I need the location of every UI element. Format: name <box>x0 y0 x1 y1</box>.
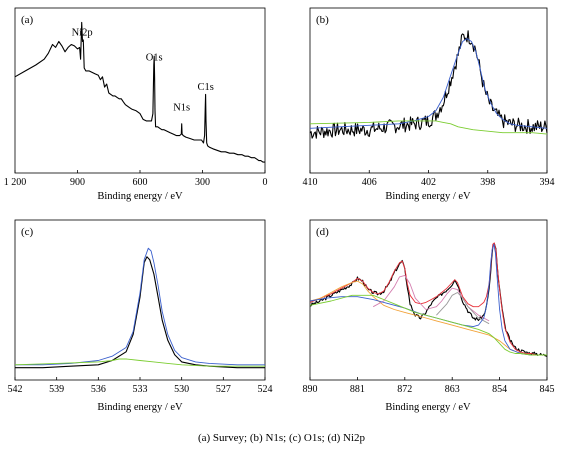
series-c-envelope <box>15 247 265 366</box>
series-a-measured <box>14 21 265 163</box>
series-d-envelope <box>309 243 547 356</box>
series-group-c <box>14 247 265 369</box>
x-tick-label-c-3: 533 <box>133 384 148 395</box>
series-d-fit_red <box>309 242 547 356</box>
x-tick-label-a-1: 900 <box>70 177 85 188</box>
series-c-background <box>14 358 265 367</box>
series-d-fit_orange <box>309 280 547 356</box>
plot-frame-b <box>309 7 548 174</box>
peak-label-0: Ni2p <box>72 28 93 39</box>
x-ticks-c: 542 539 536 533 530 527 524 <box>8 377 273 395</box>
x-tick-label-b-2: 402 <box>421 177 436 188</box>
series-c-measured <box>15 256 265 369</box>
panel-a-survey: (a) 1 200 900 600 300 0 Ni2p O1s N1s C1s Bindin… <box>4 7 268 202</box>
series-d-measured <box>310 243 548 357</box>
x-tick-label-d-4: 854 <box>492 384 507 395</box>
x-axis-title-c: Binding energy / eV <box>97 402 183 413</box>
panel-b-n1s: (b) 410 406 402 398 394 Binding energy / eV <box>303 7 555 202</box>
x-tick-label-c-2: 536 <box>91 384 106 395</box>
x-axis-title-a: Binding energy / eV <box>97 191 183 202</box>
x-tick-label-c-4: 530 <box>174 384 189 395</box>
x-tick-label-c-6: 524 <box>258 384 273 395</box>
x-tick-label-b-1: 406 <box>362 177 377 188</box>
x-tick-label-a-0: 1 200 <box>4 177 27 188</box>
x-tick-label-a-4: 0 <box>263 177 268 188</box>
x-tick-label-c-1: 539 <box>49 384 64 395</box>
x-tick-label-d-1: 881 <box>350 384 365 395</box>
panel-label-c: (c) <box>21 226 34 238</box>
x-tick-label-b-0: 410 <box>303 177 318 188</box>
panel-label-a: (a) <box>21 14 34 26</box>
panel-label-d: (d) <box>316 226 329 238</box>
plot-frame-d <box>309 219 548 381</box>
panel-d-ni2p: (d) 890 881 872 863 854 845 Binding energy / … <box>303 219 555 413</box>
peak-label-3: C1s <box>197 82 213 93</box>
series-group-b <box>309 30 548 139</box>
x-tick-label-c-0: 542 <box>8 384 23 395</box>
annotations-a: Ni2p O1s N1s C1s <box>72 28 214 114</box>
series-group-a <box>14 21 265 163</box>
peak-label-1: O1s <box>146 53 163 64</box>
x-tick-label-d-3: 863 <box>445 384 460 395</box>
series-d-background <box>309 294 547 356</box>
x-axis-title-d: Binding energy / eV <box>385 402 471 413</box>
x-tick-label-a-2: 600 <box>133 177 148 188</box>
x-axis-title-b: Binding energy / eV <box>385 191 471 202</box>
panel-c-o1s: (c) 542 539 536 533 530 527 524 Binding energy… <box>8 219 273 413</box>
series-b-envelope <box>309 38 548 129</box>
x-tick-label-d-0: 890 <box>303 384 318 395</box>
x-tick-label-b-4: 394 <box>540 177 555 188</box>
x-tick-label-a-3: 300 <box>195 177 210 188</box>
series-b-measured <box>309 30 548 139</box>
x-ticks-a: 1 200 900 600 300 0 <box>4 170 268 188</box>
x-tick-label-d-5: 845 <box>540 384 555 395</box>
peak-label-2: N1s <box>173 103 190 114</box>
x-tick-label-b-3: 398 <box>480 177 495 188</box>
plot-frame-a <box>14 7 266 174</box>
series-d-fit_gray <box>436 292 490 325</box>
x-tick-label-d-2: 872 <box>397 384 412 395</box>
series-b-background <box>309 120 548 135</box>
series-group-d <box>309 242 548 357</box>
figure: (a) 1 200 900 600 300 0 Ni2p O1s N1s C1s Bindin… <box>4 7 555 413</box>
figure-caption: (a) Survey; (b) N1s; (c) O1s; (d) Ni2p <box>197 432 366 444</box>
x-ticks-d: 890 881 872 863 854 845 <box>303 377 555 395</box>
panel-label-b: (b) <box>316 14 329 26</box>
x-ticks-b: 410 406 402 398 394 <box>303 170 555 188</box>
x-tick-label-c-5: 527 <box>216 384 231 395</box>
